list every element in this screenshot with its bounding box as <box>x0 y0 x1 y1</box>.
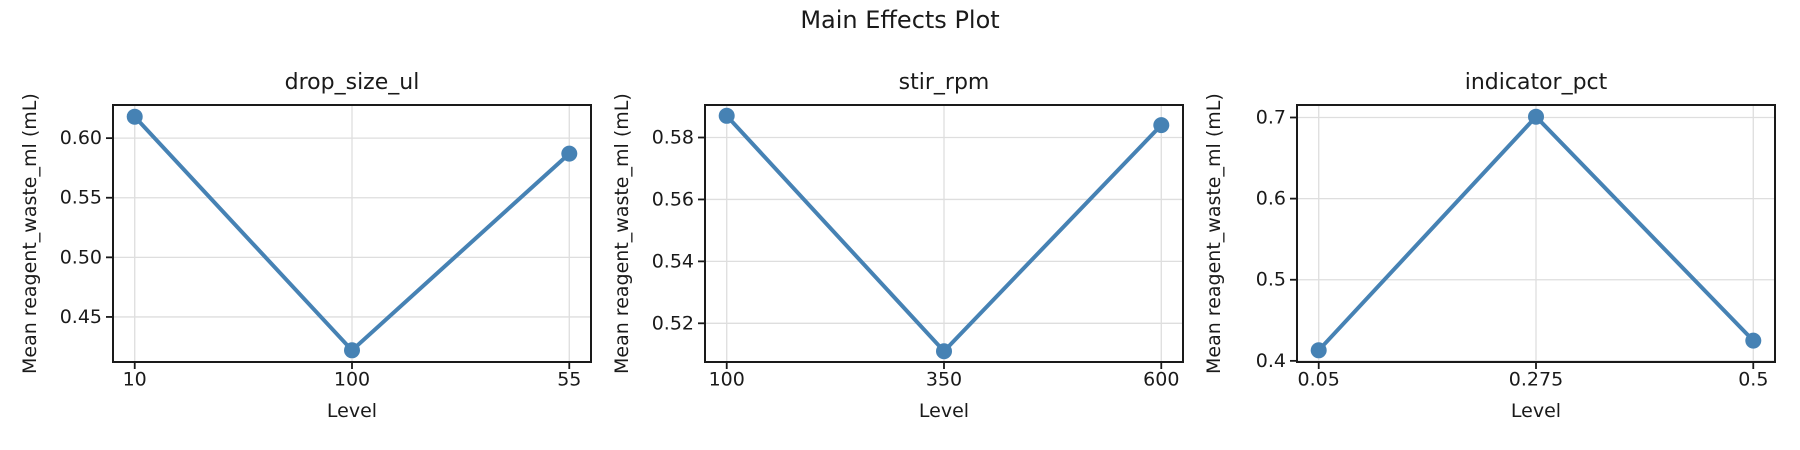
y-tick-label: 0.45 <box>60 306 102 328</box>
y-tick-label: 0.58 <box>652 127 694 149</box>
y-tick-label: 0.54 <box>652 250 694 272</box>
y-tick-label: 0.52 <box>652 312 694 334</box>
y-tick-label: 0.5 <box>1256 269 1286 291</box>
y-tick-label: 0.60 <box>60 127 102 149</box>
x-axis-label: Level <box>1510 400 1562 422</box>
y-tick-label: 0.7 <box>1256 107 1286 129</box>
tick-marks <box>106 137 571 369</box>
data-point-marker <box>1528 108 1544 125</box>
grid-lines <box>1297 105 1775 362</box>
y-tick-label: 0.4 <box>1256 350 1286 372</box>
y-tick-label: 0.56 <box>652 188 694 210</box>
y-axis-label: Mean reagent_waste_ml (mL) <box>19 93 41 374</box>
x-tick-label: 0.275 <box>1509 369 1563 391</box>
x-tick-label: 0.5 <box>1738 369 1768 391</box>
subplot-stir_rpm: 100 350 600 0.52 0.54 0.56 0.58 <box>652 104 1184 391</box>
x-tick-label: 10 <box>123 369 147 391</box>
data-point-marker <box>561 145 578 162</box>
x-tick-label: 100 <box>334 369 370 391</box>
x-tick-label: 100 <box>709 369 745 391</box>
y-tick-label: 0.50 <box>60 246 102 268</box>
tick-marks <box>1290 116 1755 369</box>
y-axis-label: Mean reagent_waste_ml (mL) <box>1203 93 1225 374</box>
x-axis-label: Level <box>326 400 378 422</box>
subplot-title-drop-size-ul: drop_size_ul <box>284 70 420 95</box>
grid-lines <box>705 105 1183 362</box>
y-tick-label: 0.6 <box>1256 188 1286 210</box>
y-tick-label: 0.55 <box>60 187 102 209</box>
subplot-drop_size_ul: 10 100 55 0.45 0.50 0.55 0.60 <box>60 104 592 391</box>
x-tick-label: 600 <box>1143 369 1179 391</box>
x-tick-label: 0.05 <box>1298 369 1340 391</box>
x-axis-label: Level <box>918 400 970 422</box>
grid-lines <box>113 105 591 362</box>
data-point-marker <box>344 342 360 359</box>
data-point-marker <box>718 107 735 124</box>
y-axis-label: Mean reagent_waste_ml (mL) <box>611 93 633 374</box>
subplot-title-stir-rpm: stir_rpm <box>898 70 990 95</box>
subplot-title-indicator-pct: indicator_pct <box>1464 70 1608 95</box>
data-point-marker <box>1310 342 1327 359</box>
data-point-marker <box>936 343 952 360</box>
figure-title: Main Effects Plot <box>800 6 1000 34</box>
x-tick-label: 55 <box>557 369 581 391</box>
data-point-marker <box>1153 117 1170 134</box>
data-point-marker <box>126 108 143 125</box>
tick-marks <box>698 136 1163 369</box>
x-tick-label: 350 <box>926 369 962 391</box>
subplot-indicator_pct: 0.05 0.275 0.5 0.4 0.5 0.6 0.7 <box>1256 104 1776 391</box>
data-point-marker <box>1745 332 1762 349</box>
